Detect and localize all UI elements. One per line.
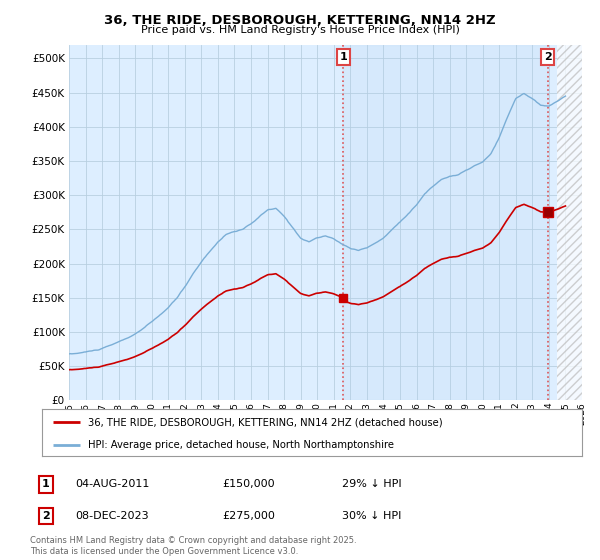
Text: 36, THE RIDE, DESBOROUGH, KETTERING, NN14 2HZ: 36, THE RIDE, DESBOROUGH, KETTERING, NN1… — [104, 14, 496, 27]
Text: HPI: Average price, detached house, North Northamptonshire: HPI: Average price, detached house, Nort… — [88, 440, 394, 450]
Text: 30% ↓ HPI: 30% ↓ HPI — [342, 511, 401, 521]
Text: 04-AUG-2011: 04-AUG-2011 — [75, 479, 149, 489]
Text: 1: 1 — [42, 479, 50, 489]
Text: 2: 2 — [544, 52, 551, 62]
Bar — [343, 45, 548, 400]
Text: 08-DEC-2023: 08-DEC-2023 — [75, 511, 149, 521]
Text: 36, THE RIDE, DESBOROUGH, KETTERING, NN14 2HZ (detached house): 36, THE RIDE, DESBOROUGH, KETTERING, NN1… — [88, 417, 443, 427]
Text: 2: 2 — [42, 511, 50, 521]
Text: Price paid vs. HM Land Registry's House Price Index (HPI): Price paid vs. HM Land Registry's House … — [140, 25, 460, 35]
Text: 1: 1 — [340, 52, 347, 62]
Text: Contains HM Land Registry data © Crown copyright and database right 2025.
This d: Contains HM Land Registry data © Crown c… — [30, 536, 356, 556]
Text: 29% ↓ HPI: 29% ↓ HPI — [342, 479, 401, 489]
Text: £275,000: £275,000 — [222, 511, 275, 521]
Text: £150,000: £150,000 — [222, 479, 275, 489]
